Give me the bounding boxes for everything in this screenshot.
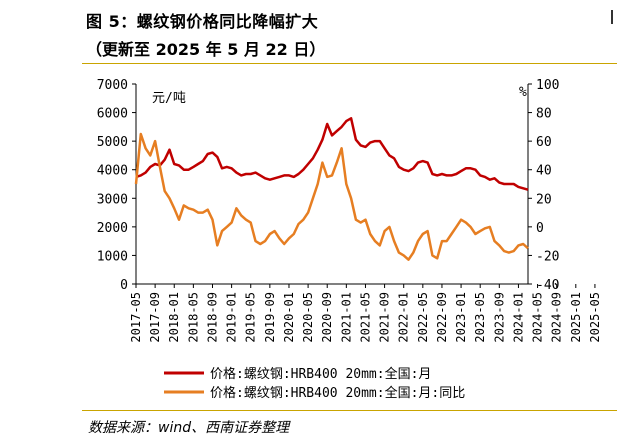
- series-line-price: [135, 117, 529, 191]
- left-tick-label: 3000: [97, 192, 128, 207]
- right-tick-label: -40: [536, 278, 559, 293]
- cropped-edge-mark: [611, 10, 617, 24]
- legend-label-yoy: 价格:螺纹钢:HRB400 20mm:全国:月:同比: [210, 385, 465, 401]
- left-tick-label: 0: [120, 278, 128, 293]
- x-tick-label: 2019-05: [244, 292, 258, 343]
- left-tick-label: 5000: [97, 135, 128, 150]
- x-tick-label: 2019-01: [225, 292, 239, 343]
- x-tick-label: 2022-05: [416, 292, 430, 343]
- x-tick-label: 2021-01: [339, 292, 353, 343]
- x-tick-label: 2017-09: [148, 292, 162, 343]
- x-tick-label: 2024-09: [550, 292, 564, 343]
- right-tick-label: 80: [536, 107, 552, 122]
- left-tick-label: 7000: [97, 78, 128, 93]
- x-tick-label: 2018-01: [167, 292, 181, 343]
- x-tick-label: 2020-05: [301, 292, 315, 343]
- x-tick-label: 2020-01: [282, 292, 296, 343]
- x-tick-label: 2018-05: [186, 292, 200, 343]
- x-tick-label: 2025-05: [588, 292, 602, 343]
- bottom-rule: [82, 410, 617, 411]
- x-tick-label: 2024-05: [531, 292, 545, 343]
- x-tick-label: 2017-05: [129, 292, 143, 343]
- right-tick-label: 100: [536, 78, 559, 93]
- x-tick-label: 2024-01: [511, 292, 525, 343]
- right-tick-label: -20: [536, 249, 559, 264]
- right-tick-label: 60: [536, 135, 552, 150]
- x-tick-label: 2020-09: [320, 292, 334, 343]
- left-tick-label: 4000: [97, 164, 128, 179]
- left-tick-label: 2000: [97, 221, 128, 236]
- top-rule: [82, 63, 617, 64]
- left-axis-unit: 元/吨: [152, 91, 186, 106]
- x-tick-label: 2022-09: [435, 292, 449, 343]
- x-tick-label: 2022-01: [397, 292, 411, 343]
- x-tick-label: 2021-09: [378, 292, 392, 343]
- left-tick-label: 1000: [97, 249, 128, 264]
- figure-subtitle: （更新至 2025 年 5 月 22 日）: [86, 40, 326, 59]
- x-tick-label: 2025-01: [569, 292, 583, 343]
- x-tick-label: 2018-09: [205, 292, 219, 343]
- x-tick-label: 2023-09: [492, 292, 506, 343]
- left-tick-label: 6000: [97, 107, 128, 122]
- x-tick-label: 2021-05: [358, 292, 372, 343]
- x-tick-label: 2019-09: [263, 292, 277, 343]
- data-source-note: 数据来源：wind、西南证券整理: [88, 420, 290, 436]
- x-tick-label: 2023-05: [473, 292, 487, 343]
- right-tick-label: 0: [536, 221, 544, 236]
- figure-title: 图 5：螺纹钢价格同比降幅扩大: [86, 12, 319, 31]
- right-axis-unit: %: [519, 85, 527, 100]
- legend-label-price: 价格:螺纹钢:HRB400 20mm:全国:月: [210, 366, 431, 382]
- right-tick-label: 20: [536, 192, 552, 207]
- series-line-yoy: [134, 132, 529, 261]
- right-tick-label: 40: [536, 164, 552, 179]
- x-tick-label: 2023-01: [454, 292, 468, 343]
